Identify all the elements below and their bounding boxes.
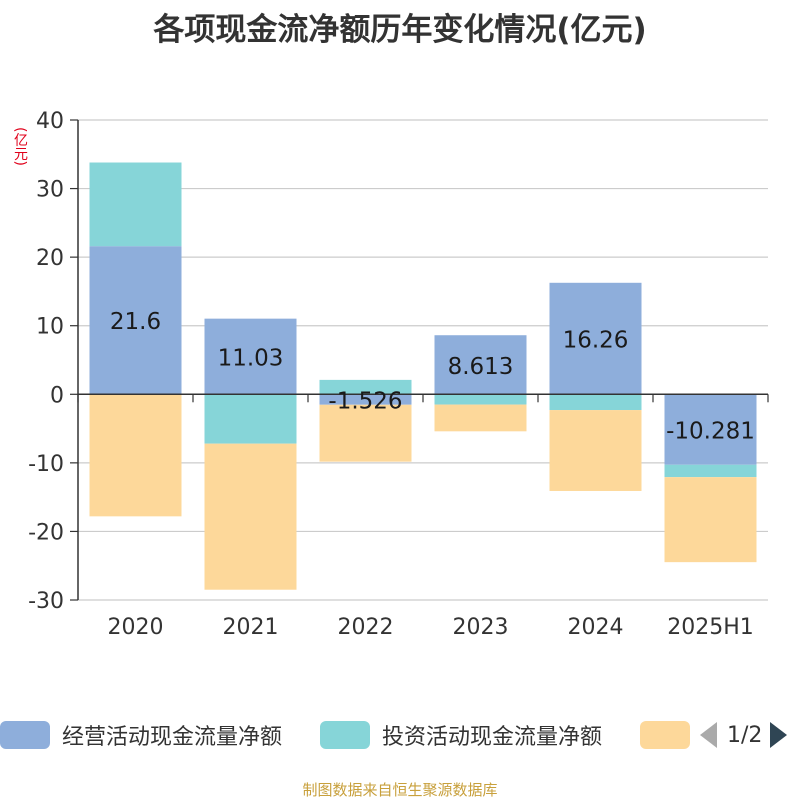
bar-segment-2024-series-1 [549,394,642,411]
bar-segment-2025H1-series-1 [664,464,757,478]
legend-item-operating[interactable]: 经营活动现金流量净额 [0,712,282,758]
x-category-label: 2023 [453,615,509,640]
x-category-label: 2020 [108,615,164,640]
y-tick-label: 40 [36,109,64,134]
bar-segment-2023-series-1 [434,394,527,405]
y-tick-label: 30 [36,178,64,203]
bar-segment-2022-series-0 [319,394,412,405]
bar-segment-2021-series-0 [204,318,297,395]
y-axis-unit-label: (亿元) [12,126,28,166]
data-label-operating: 11.03 [218,345,284,371]
y-tick-label: -20 [28,520,64,545]
bar-segment-2022-series-1 [319,379,412,395]
data-label-operating: 8.613 [448,354,514,380]
x-category-label: 2021 [223,615,279,640]
data-label-operating: 16.26 [563,328,629,354]
y-tick-label: 10 [36,315,64,340]
legend: 经营活动现金流量净额 投资活动现金流量净额 1/2 [0,712,800,758]
legend-label-operating: 经营活动现金流量净额 [62,725,283,750]
legend-label-investing: 投资活动现金流量净额 [382,725,603,750]
legend-item-financing[interactable] [640,712,702,758]
legend-swatch-investing [320,721,370,749]
y-tick-label: 0 [50,383,64,408]
bar-segment-2023-series-0 [434,335,527,395]
bar-segment-2025H1-series-0 [664,394,757,465]
next-page-icon[interactable] [770,722,788,748]
x-category-label: 2025H1 [667,615,754,640]
data-label-operating: 21.6 [110,309,161,335]
data-source-footer: 制图数据来自恒生聚源数据库 [302,781,498,799]
bar-segment-2023-series-2 [434,404,527,432]
legend-item-investing[interactable]: 投资活动现金流量净额 [320,712,602,758]
y-tick-label: -30 [28,589,64,614]
chart-title: 各项现金流净额历年变化情况(亿元) [153,12,647,48]
bar-segment-2024-series-2 [549,410,642,491]
data-label-operating: -1.526 [328,389,402,415]
x-category-label: 2022 [338,615,394,640]
bar-segment-2020-series-1 [89,162,182,247]
bar-segment-2021-series-2 [204,443,297,590]
bar-segment-2022-series-2 [319,404,412,462]
x-category-label: 2024 [568,615,624,640]
bar-segment-2021-series-1 [204,394,297,444]
prev-page-icon[interactable] [700,722,717,748]
legend-page-indicator: 1/2 [727,722,763,748]
bar-segment-2025H1-series-2 [664,477,757,563]
y-tick-label: -10 [28,452,64,477]
bar-segment-2020-series-0 [89,246,182,395]
bar-segment-2024-series-0 [549,282,642,395]
legend-pager: 1/2 [700,712,788,758]
stacked-bar-chart: 40 30 20 10 0 -10 -20 -30 2020 2021 2022 2023 2024 20… [28,109,769,640]
data-label-operating: -10.281 [666,419,755,445]
bar-segment-2020-series-2 [89,394,182,517]
y-tick-label: 20 [36,246,64,271]
legend-swatch-operating [0,721,50,749]
legend-swatch-financing [640,721,690,749]
